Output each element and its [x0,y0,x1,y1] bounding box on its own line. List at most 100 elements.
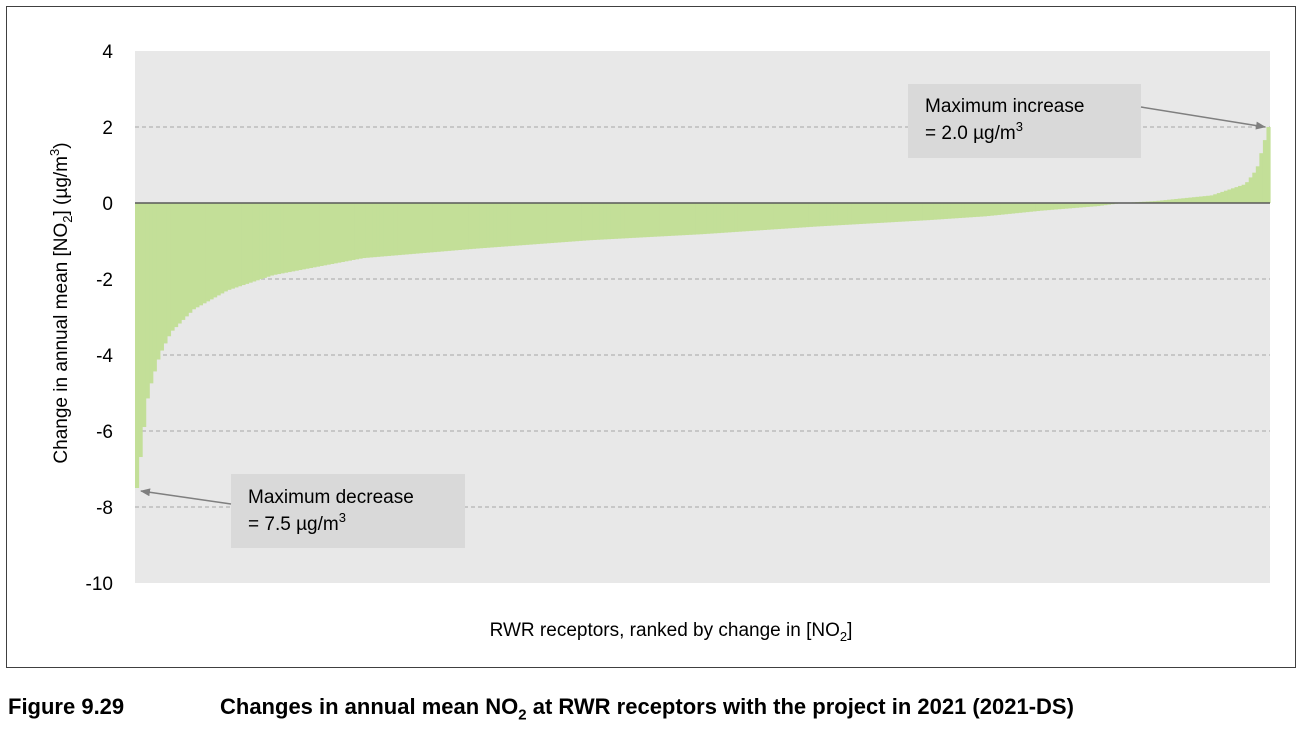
receptor-bar [886,203,892,223]
receptor-bar [1167,199,1172,203]
receptor-bar [305,203,310,269]
receptor-bar [521,203,526,246]
receptor-bar [283,203,289,273]
receptor-bar [993,203,998,216]
receptor-bar [574,203,579,242]
receptor-bar [1255,166,1260,203]
receptor-bar [447,203,452,251]
receptor-bar [362,203,367,259]
receptor-bar [528,203,533,245]
receptor-bar [858,203,863,225]
receptor-bar [851,203,856,225]
receptor-bar [816,203,821,227]
figure-number: Figure 9.29 [8,694,125,719]
receptor-bar [734,203,739,232]
receptor-bar [1227,189,1232,203]
receptor-bar [518,203,523,246]
receptor-bar [401,203,406,255]
annotation-superscript: 3 [1016,119,1023,134]
receptor-bar [291,203,296,272]
annotation-line-2: = 2.0 µg/m3 [925,119,1023,144]
receptor-bar [1199,196,1204,203]
receptor-bar [698,203,704,235]
receptor-bar [546,203,551,244]
receptor-bar [411,203,416,254]
receptor-bar [826,203,831,226]
receptor-bar [581,203,587,241]
receptor-bar [549,203,555,244]
receptor-bar [787,203,792,229]
receptor-bar [879,203,884,223]
receptor-bar [865,203,870,224]
receptor-bar [191,203,196,310]
receptor-bar [663,203,668,237]
receptor-bar [847,203,853,225]
receptor-bar [322,203,328,266]
annotation-max-increase: Maximum increase = 2.0 µg/m3 [908,84,1266,158]
receptor-bar [1064,203,1069,209]
receptor-bar [1060,203,1065,209]
receptor-bar [142,203,147,428]
receptor-bar [557,203,562,243]
receptor-bar [737,203,743,232]
receptor-bar [943,203,948,219]
receptor-bar [1096,203,1101,207]
receptor-bar [713,203,718,234]
receptor-bar [244,203,250,284]
receptor-bar [933,203,938,220]
receptor-bar [784,203,789,229]
annotation-arrow [140,488,232,505]
y-axis-title-part-1: Change in annual mean [NO [51,223,72,464]
receptor-bar [486,203,491,248]
receptor-bar [1152,201,1158,203]
receptor-bar [855,203,860,225]
receptor-bar [461,203,466,250]
receptor-bar [415,203,420,254]
receptor-bar [964,203,970,218]
receptor-bar [723,203,728,233]
receptor-bar [1241,184,1246,203]
receptor-bar [468,203,473,250]
receptor-bar [315,203,321,267]
receptor-bar [195,203,200,308]
x-axis-title-part-1: RWR receptors, ranked by change in [NO [490,620,840,641]
receptor-bar [869,203,874,224]
receptor-bar [152,203,157,372]
receptor-bar [833,203,838,226]
receptor-bar [585,203,590,241]
receptor-bar [1156,200,1161,203]
receptor-bar [1238,185,1243,203]
receptor-bar [1259,153,1264,203]
receptor-bar [237,203,243,287]
receptor-bar [748,203,753,231]
receptor-bar [248,203,253,283]
receptor-bar [1106,203,1111,205]
receptor-bar [1071,203,1076,209]
receptor-bar [223,203,228,292]
data-bars [135,127,1271,488]
y-axis-title-part-2: ] (µg/m [51,156,72,216]
y-axis-title-superscript: 3 [47,149,62,156]
receptor-bar [1262,140,1268,203]
receptor-bar [755,203,760,231]
receptor-bar [716,203,721,234]
receptor-bar [159,203,164,351]
receptor-bar [135,203,140,488]
receptor-bar [450,203,455,251]
receptor-bar [823,203,828,227]
receptor-bar [312,203,317,268]
receptor-bar [443,203,448,252]
receptor-bar [624,203,629,239]
receptor-bar [812,203,817,227]
annotation-line-1: Maximum decrease [248,487,414,508]
receptor-bar [1007,203,1012,214]
receptor-bar [667,203,672,236]
receptor-bar [1149,201,1154,203]
receptor-bar [138,203,143,458]
y-tick-labels: 4 2 0 -2 -4 -6 -8 -10 [86,42,114,595]
receptor-bar [709,203,714,234]
receptor-bar [805,203,810,228]
receptor-bar [1014,203,1019,214]
receptor-bar [1067,203,1072,209]
receptor-bar [1163,200,1168,203]
